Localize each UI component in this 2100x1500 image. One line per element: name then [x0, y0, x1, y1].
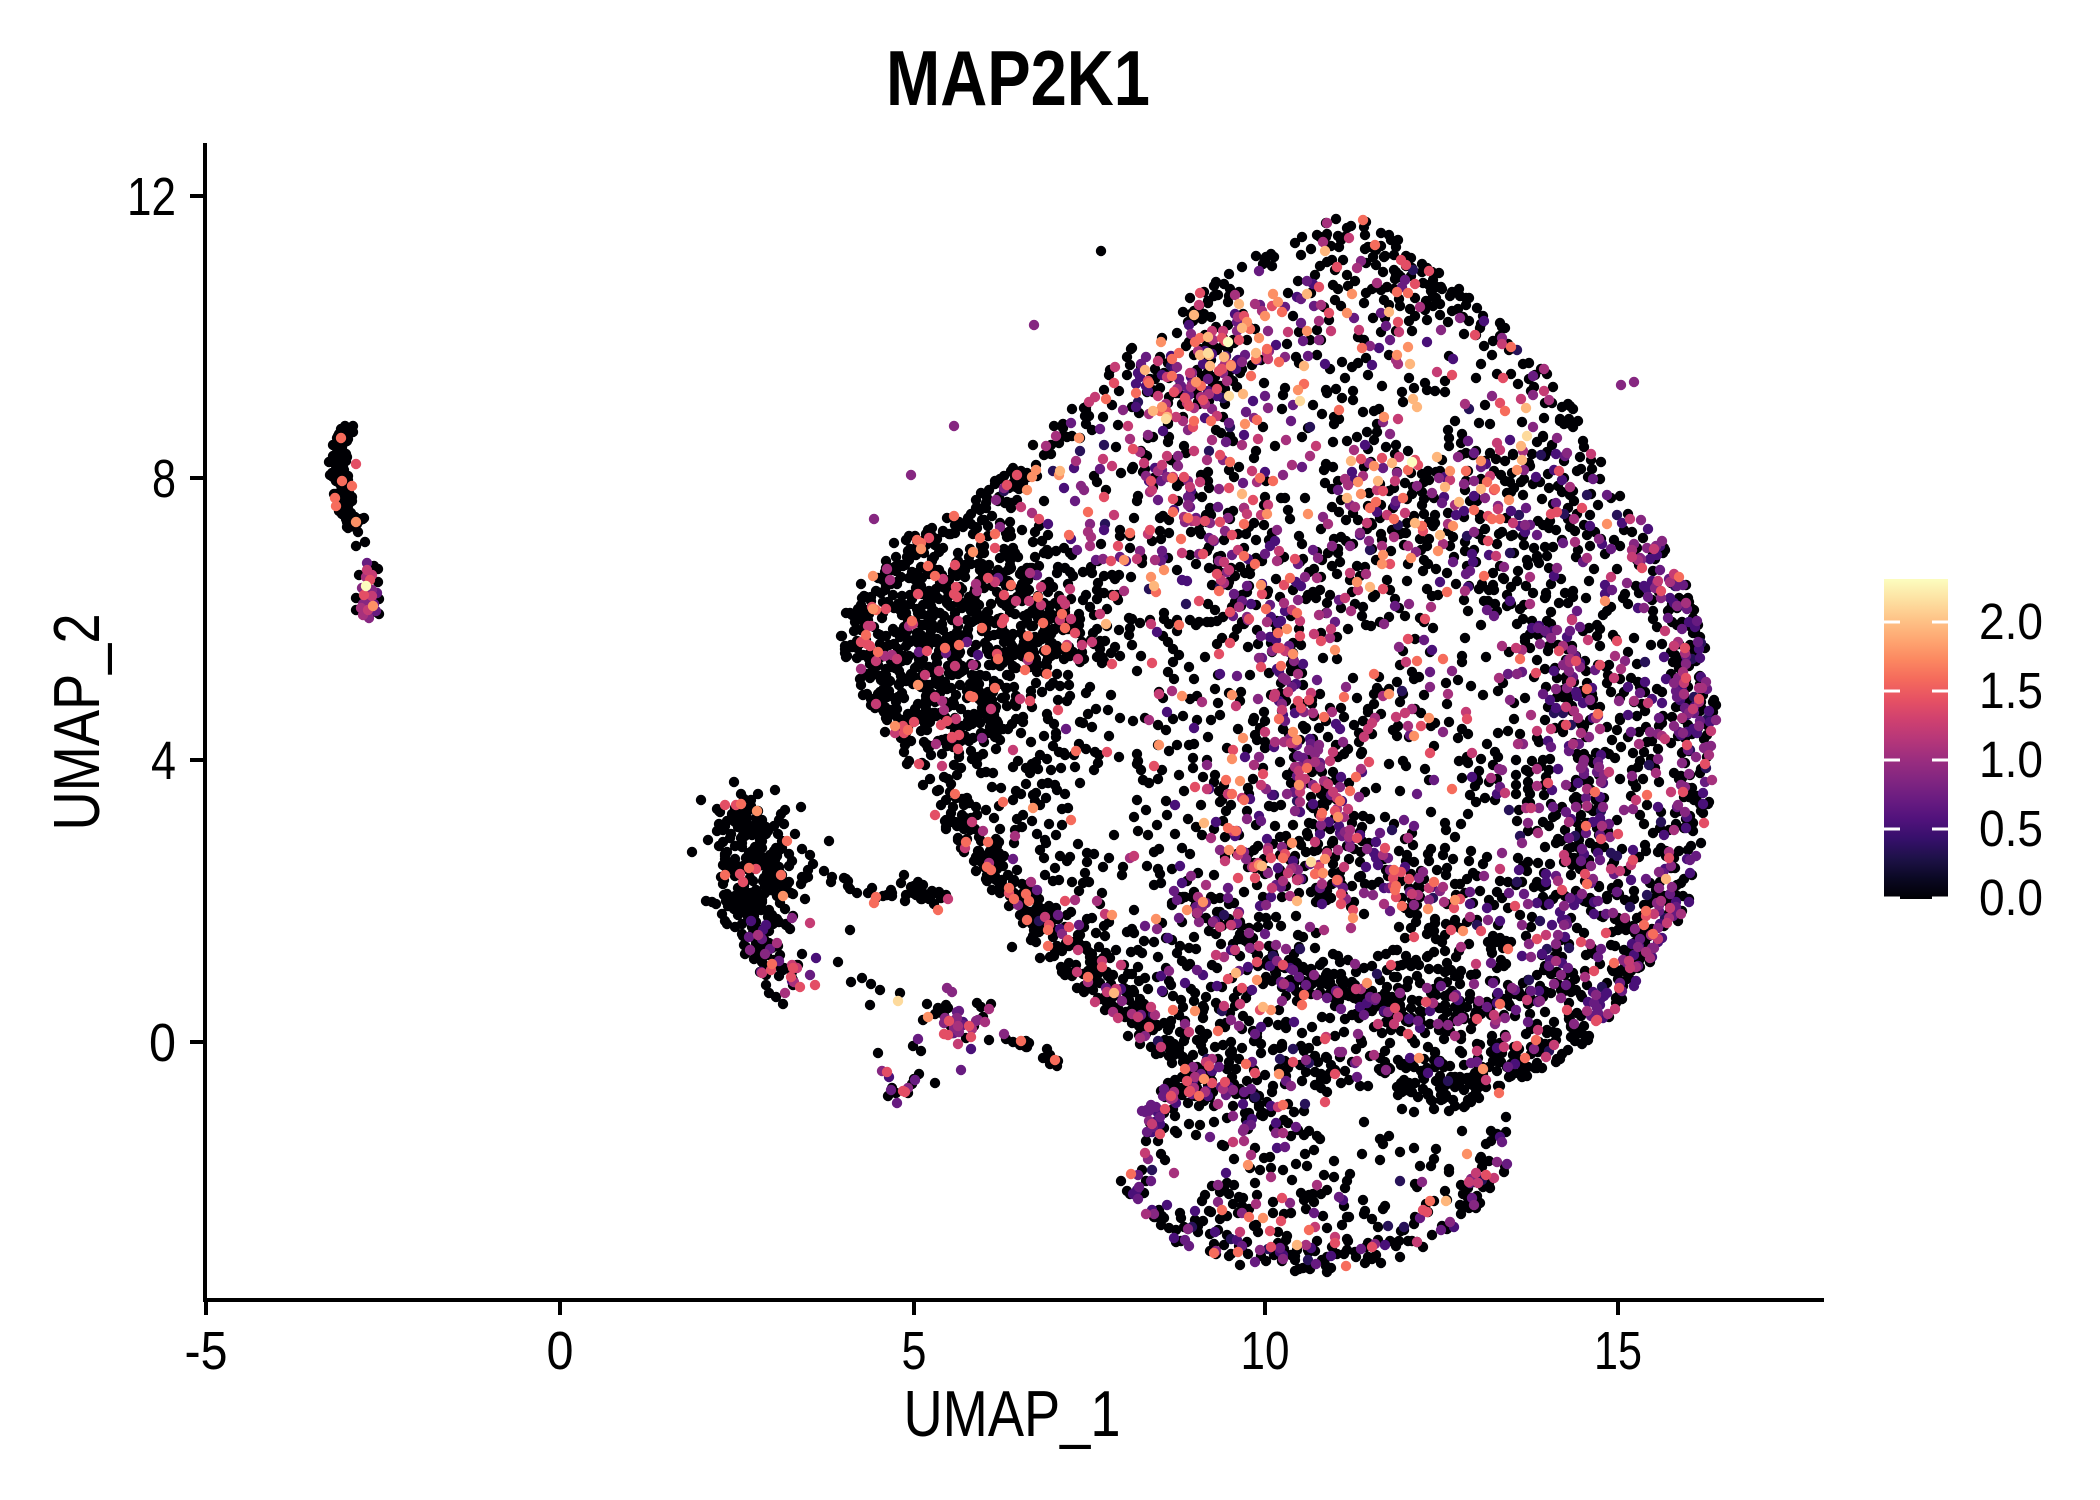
svg-text:2.0: 2.0: [1979, 593, 2043, 650]
svg-text:5: 5: [902, 1321, 927, 1381]
svg-text:8: 8: [152, 449, 176, 509]
svg-text:4: 4: [151, 731, 176, 791]
svg-text:-5: -5: [185, 1321, 228, 1381]
svg-text:1.0: 1.0: [1979, 731, 2043, 788]
svg-text:15: 15: [1594, 1321, 1642, 1381]
svg-text:1.5: 1.5: [1979, 662, 2043, 719]
svg-text:12: 12: [127, 167, 176, 227]
svg-text:0: 0: [149, 1013, 176, 1073]
svg-text:UMAP_2: UMAP_2: [40, 614, 113, 831]
svg-text:10: 10: [1241, 1321, 1290, 1381]
svg-text:0.5: 0.5: [1979, 800, 2043, 857]
svg-text:UMAP_1: UMAP_1: [904, 1377, 1121, 1450]
svg-text:0.0: 0.0: [1979, 869, 2043, 926]
svg-text:MAP2K1: MAP2K1: [886, 34, 1150, 122]
svg-text:0: 0: [547, 1321, 574, 1381]
